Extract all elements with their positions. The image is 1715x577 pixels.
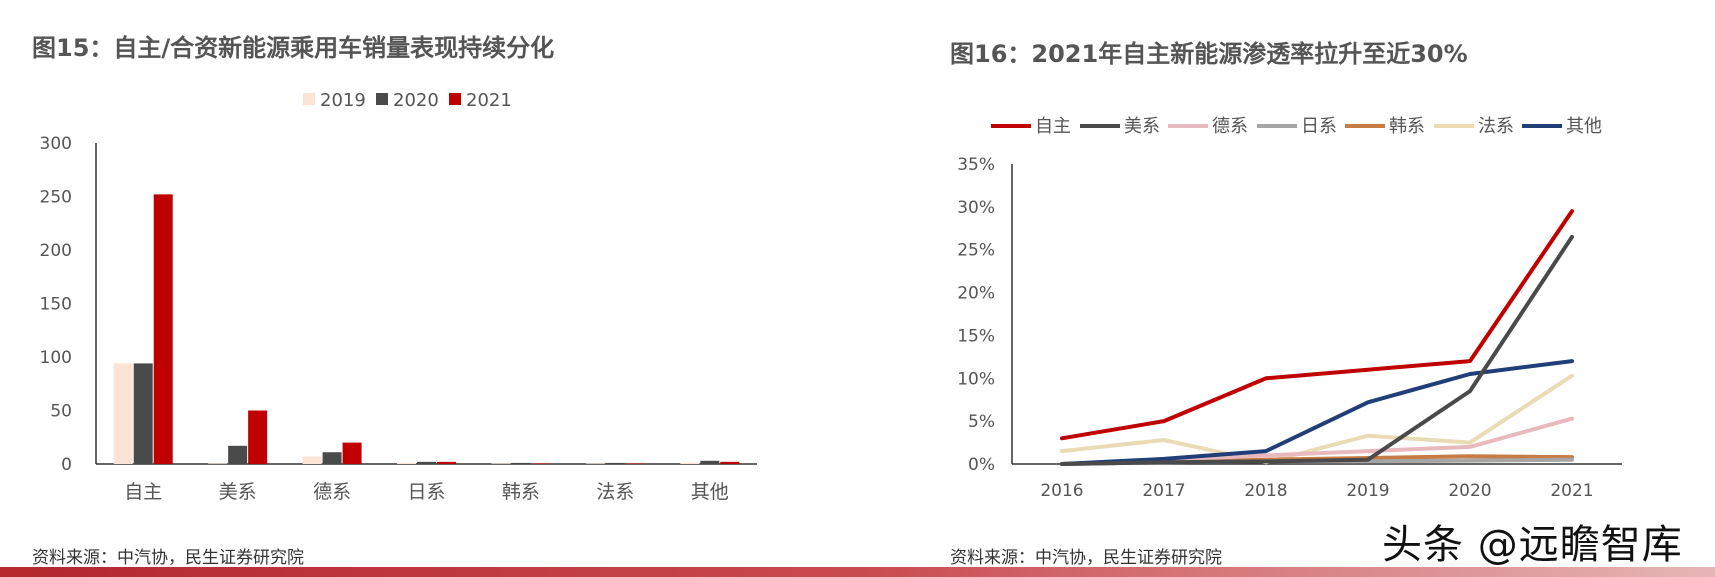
line-x-tick-label: 2018 [1244,481,1287,501]
bar-y-tick-label: 100 [40,348,72,368]
line-legend-label: 韩系 [1389,116,1425,137]
bar-2021-日系 [437,461,456,464]
bar-y-tick-label: 200 [40,241,72,261]
line-x-tick-label: 2016 [1040,481,1083,501]
line-y-tick-label: 10% [957,369,995,389]
bar-legend-swatch-2020 [376,93,388,105]
line-legend-label: 德系 [1212,116,1248,137]
line-y-tick-label: 25% [957,241,995,261]
bar-2021-德系 [342,442,362,464]
line-y-tick-label: 20% [957,284,995,304]
watermark: 头条 @远瞻智库 [1382,522,1683,568]
bar-2019-法系 [585,463,605,464]
bar-x-tick-label: 日系 [407,481,445,503]
bar-y-tick-label: 50 [50,402,72,422]
bar-x-tick-label: 其他 [691,481,729,503]
bar-2020-韩系 [511,462,531,464]
bar-2021-美系 [248,410,268,464]
line-series-法系 [1060,373,1574,465]
bar-x-tick-label: 法系 [596,481,634,503]
bar-x-tick-label: 美系 [219,481,257,503]
line-series-美系 [1060,234,1574,466]
left-chart-source: 资料来源：中汽协，民生证券研究院 [32,548,304,568]
bar-x-tick-label: 德系 [313,481,351,503]
bar-y-tick-label: 300 [40,134,72,154]
line-y-tick-label: 0% [968,455,995,475]
bar-2020-其他 [700,460,720,464]
bar-legend-swatch-2019 [303,93,315,105]
line-series-自主 [1060,209,1574,441]
line-x-tick-label: 2021 [1550,481,1593,501]
bar-2019-美系 [208,463,228,464]
bar-x-tick-label: 韩系 [502,481,540,503]
line-y-tick-label: 15% [957,326,995,346]
bar-y-tick-label: 150 [40,295,72,315]
bar-2019-自主 [113,363,133,464]
bar-2020-法系 [605,462,625,464]
bar-2020-自主 [133,363,153,464]
bar-legend-label: 2021 [466,90,512,111]
bar-2019-韩系 [491,463,511,464]
line-legend-label: 日系 [1301,116,1337,137]
line-legend-label: 其他 [1566,116,1602,137]
line-x-tick-label: 2020 [1448,481,1491,501]
left-chart-title: 图15：自主/合资新能源乘用车销量表现持续分化 [32,34,555,62]
bar-2021-法系 [625,463,645,464]
bar-2020-日系 [417,461,436,464]
line-x-tick-label: 2017 [1142,481,1185,501]
line-legend-label: 自主 [1035,116,1071,137]
bottom-accent-bar [0,567,1715,577]
line-y-tick-label: 30% [957,198,995,218]
line-legend-label: 美系 [1124,116,1160,137]
line-series-其他 [1060,359,1574,466]
right-chart-title: 图16：2021年自主新能源渗透率拉升至近30% [950,40,1468,68]
line-y-tick-label: 35% [957,155,995,175]
line-legend-label: 法系 [1478,116,1514,137]
bar-legend-label: 2020 [393,90,439,111]
bar-legend-label: 2019 [320,90,366,111]
line-y-tick-label: 5% [968,412,995,432]
line-x-tick-label: 2019 [1346,481,1389,501]
bar-y-tick-label: 250 [40,188,72,208]
bar-2019-其他 [680,462,700,464]
bar-2021-其他 [720,461,740,464]
right-chart-source: 资料来源：中汽协，民生证券研究院 [950,548,1222,568]
bar-2021-自主 [153,194,173,465]
bar-legend-swatch-2021 [449,93,461,105]
bar-2019-德系 [302,456,322,464]
bar-2021-韩系 [531,463,551,464]
bar-2020-德系 [322,452,342,464]
bar-2019-日系 [397,462,416,464]
bar-y-tick-label: 0 [61,455,72,475]
bar-x-tick-label: 自主 [124,481,162,503]
bar-2020-美系 [228,445,248,464]
